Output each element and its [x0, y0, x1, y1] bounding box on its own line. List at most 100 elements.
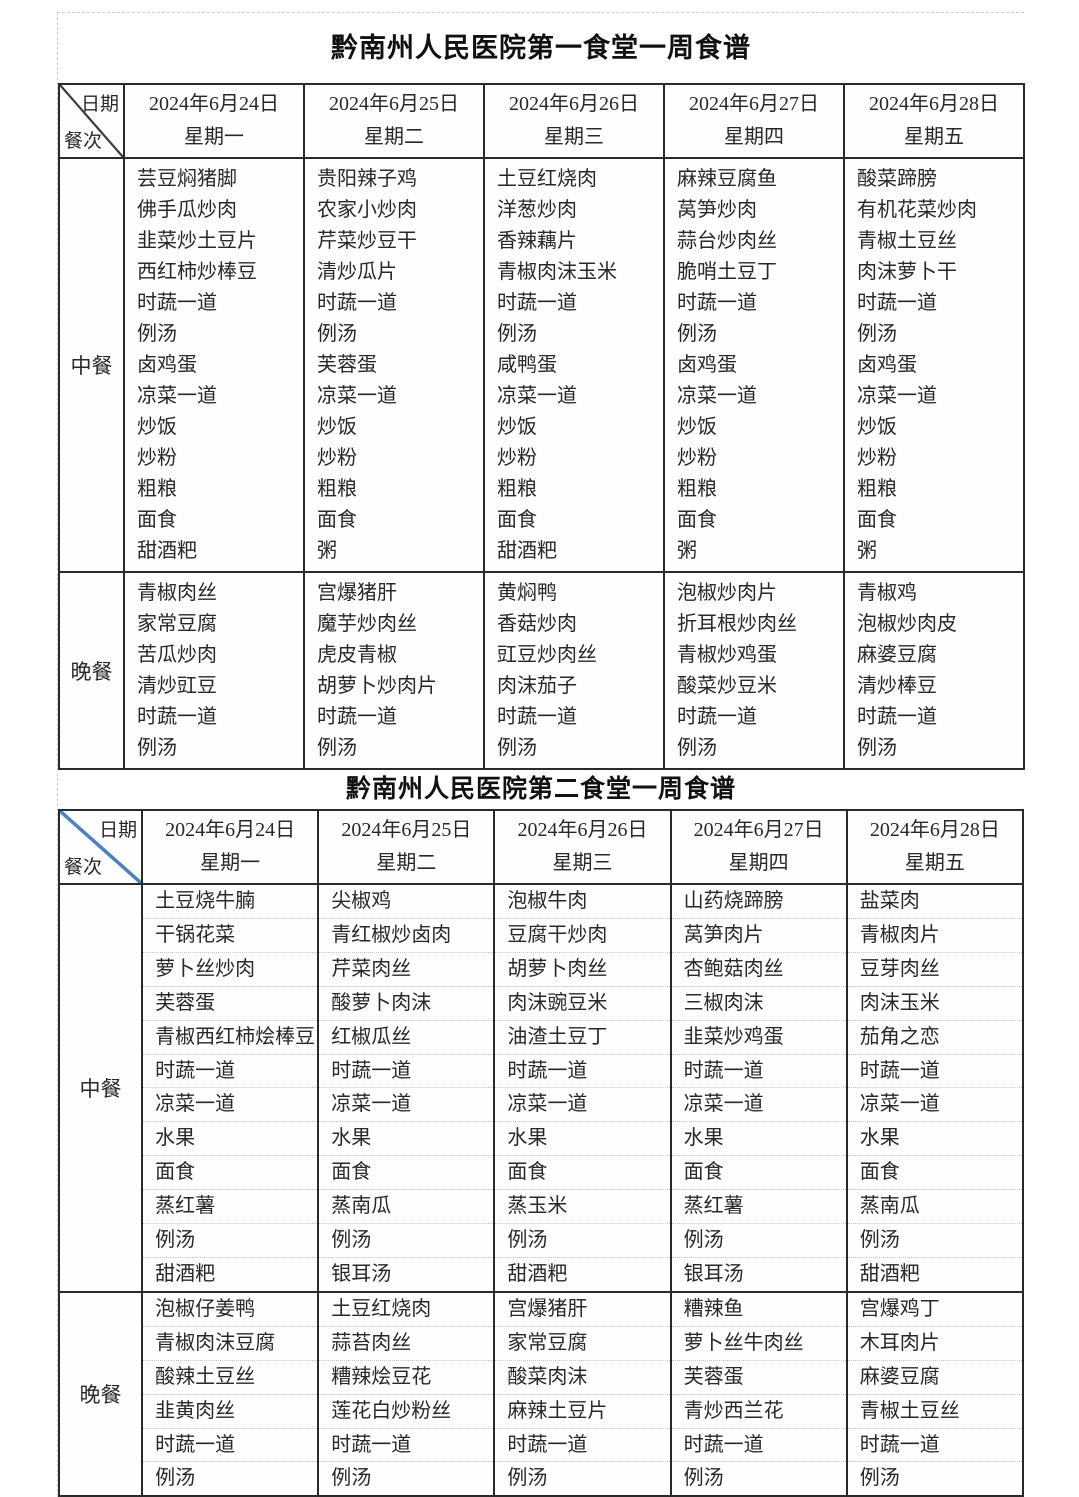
dish-item: 时蔬一道 [857, 706, 937, 728]
dish-item: 时蔬一道 [671, 1429, 846, 1463]
menu-cell: 宫爆鸡丁 木耳肉片 麻婆豆腐 青椒土豆丝 时蔬一道 例汤 [845, 1290, 1025, 1497]
weekday-text: 星期四 [724, 126, 784, 148]
canteen-2-title: 黔南州人民医院第二食堂一周食谱 [345, 776, 736, 803]
dish-item: 炒粉 [137, 447, 177, 469]
dish-item: 面食 [317, 509, 357, 531]
meal-row: 中餐 芸豆焖猪脚 佛手瓜炒肉 韭菜炒土豆片 西红柿炒棒豆 时蔬一道 例汤 卤鸡蛋 凉菜一道 炒饭炒… [58, 157, 1025, 573]
meal-label-cell: 中餐 [58, 157, 125, 573]
corner-cell: 日期 餐次 [58, 83, 125, 159]
dish-item: 芸豆焖猪脚 [137, 168, 237, 190]
date-header-cell: 2024年6月27日 星期四 [663, 83, 845, 159]
dish-item: 木耳肉片 [847, 1327, 1022, 1361]
dish-item: 时蔬一道 [497, 292, 577, 314]
dish-item: 三椒肉沫 [671, 987, 846, 1021]
header-row: 日期 餐次 2024年6月24日 星期一 2024年6月25日 星期二 2024年6月26日… [57, 809, 1025, 885]
dish-item: 尖椒鸡 [319, 885, 494, 919]
dish-item: 酸辣土豆丝 [143, 1361, 318, 1395]
dish-item: 宫爆猪肝 [317, 582, 397, 604]
dish-item: 例汤 [497, 737, 537, 759]
dish-item: 面食 [319, 1156, 494, 1191]
corner-meal-label: 餐次 [64, 857, 103, 878]
dish-item: 粥 [317, 540, 337, 562]
dish-item: 时蔬一道 [857, 292, 937, 314]
menu-cell: 宫爆猪肝 家常豆腐 酸菜肉沫 麻辣土豆片 时蔬一道 例汤 [493, 1290, 672, 1497]
meal-label-cell: 中餐 [57, 883, 144, 1293]
dish-item: 凉菜一道 [137, 385, 217, 407]
corner-meal-label: 餐次 [64, 131, 103, 152]
dish-item: 水果 [319, 1122, 494, 1157]
menu-cell: 泡椒牛肉 豆腐干炒肉 胡萝卜肉丝 肉沫豌豆米 油渣土豆丁 时蔬一道 凉菜一道 水果 面食 蒸玉米例… [493, 883, 672, 1293]
menu-cell: 泡椒仔姜鸭 青椒肉沫豆腐 酸辣土豆丝 韭黄肉丝 时蔬一道 例汤 [141, 1290, 320, 1497]
dish-item: 凉菜一道 [677, 385, 757, 407]
dish-item: 炒饭 [137, 416, 177, 438]
menu-cell: 山药烧蹄膀 莴笋肉片 杏鲍菇肉丝 三椒肉沫 韭菜炒鸡蛋 时蔬一道 凉菜一道 水果 面食 蒸红薯 例汤… [669, 883, 848, 1293]
dish-item: 贵阳辣子鸡 [317, 168, 417, 190]
dish-item: 土豆烧牛腩 [143, 885, 318, 919]
dish-item: 盐菜肉 [847, 885, 1022, 919]
canteen-1-title: 黔南州人民医院第一食堂一周食谱 [331, 33, 751, 63]
dish-item: 时蔬一道 [137, 706, 217, 728]
dish-item: 胡萝卜肉丝 [495, 953, 670, 987]
dish-item: 泡椒炒肉皮 [857, 613, 957, 635]
weekday-text: 星期四 [728, 852, 789, 874]
dish-item: 宫爆鸡丁 [847, 1293, 1022, 1327]
dish-item: 泡椒仔姜鸭 [143, 1293, 318, 1327]
dish-item: 粗粮 [317, 478, 357, 500]
date-text: 2024年6月24日 [149, 93, 279, 115]
dish-item: 肉沫玉米 [847, 987, 1022, 1021]
dish-item: 甜酒粑 [155, 1262, 216, 1285]
dish-item: 青椒肉片 [847, 919, 1022, 953]
date-text: 2024年6月26日 [509, 93, 639, 115]
menu-cell: 贵阳辣子鸡 农家小炒肉 芹菜炒豆干 清炒瓜片 时蔬一道 例汤 芙蓉蛋 凉菜一道 炒饭 炒粉 粗粮 面食… [303, 157, 485, 573]
dish-item: 有机花菜炒肉 [857, 199, 977, 221]
dish-item: 杏鲍菇肉丝 [671, 953, 846, 987]
dish-item: 水果 [143, 1122, 318, 1157]
dish-item: 蒜台炒肉丝 [677, 230, 777, 252]
menu-cell: 土豆红烧肉 洋葱炒肉 香辣藕片 青椒肉沫玉米 时蔬一道 例汤 咸鸭蛋 凉菜一道 炒饭 炒粉 粗粮 面食… [483, 157, 665, 573]
dish-item: 豆芽肉丝 [847, 953, 1022, 987]
dish-item: 粥 [857, 540, 877, 562]
dish-item: 例汤 [319, 1224, 494, 1258]
dish-item: 莴笋炒肉 [677, 199, 757, 221]
dish-item: 糟辣烩豆花 [319, 1361, 494, 1395]
dish-item: 例汤 [671, 1224, 846, 1258]
dish-item: 例汤 [331, 1467, 372, 1490]
dish-item: 银耳汤 [683, 1262, 744, 1285]
dish-item: 麻辣豆腐鱼 [677, 168, 777, 190]
dish-item: 蒸南瓜 [319, 1190, 494, 1225]
date-text: 2024年6月28日 [869, 93, 999, 115]
dish-item: 泡椒牛肉 [495, 885, 670, 919]
dish-item: 例汤 [677, 323, 717, 345]
dish-item: 粥 [677, 540, 697, 562]
dish-item: 萝卜丝炒肉 [143, 953, 318, 987]
dish-item: 例汤 [155, 1467, 196, 1490]
dish-item: 清炒豇豆 [137, 675, 217, 697]
date-header-cell: 2024年6月26日 星期三 [483, 83, 665, 159]
dish-item: 萝卜丝牛肉丝 [671, 1327, 846, 1361]
date-header-cell: 2024年6月24日 星期一 [123, 83, 305, 159]
date-header-cell: 2024年6月25日 星期二 [303, 83, 485, 159]
weekday-text: 星期五 [904, 126, 964, 148]
menu-cell: 黄焖鸭 香菇炒肉 豇豆炒肉丝 肉沫茄子 时蔬一道 例汤 [483, 571, 665, 770]
dish-item: 土豆红烧肉 [319, 1293, 494, 1327]
menu-cell: 土豆红烧肉 蒜苔肉丝 糟辣烩豆花 莲花白炒粉丝 时蔬一道 例汤 [317, 1290, 496, 1497]
dish-item: 青椒肉丝 [137, 582, 217, 604]
dish-item: 例汤 [143, 1224, 318, 1258]
dish-item: 青炒西兰花 [671, 1395, 846, 1429]
dish-item: 炒饭 [677, 416, 717, 438]
dish-item: 例汤 [507, 1467, 548, 1490]
menu-sheet: 黔南州人民医院第一食堂一周食谱 日期 餐次 2024年6月24日 星期一 2024年6月… [57, 12, 1025, 1497]
dish-item: 例汤 [857, 737, 897, 759]
dish-item: 麻婆豆腐 [857, 644, 937, 666]
dish-item: 豇豆炒肉丝 [497, 644, 597, 666]
dish-item: 芹菜炒豆干 [317, 230, 417, 252]
canteen-1-section: 黔南州人民医院第一食堂一周食谱 日期 餐次 2024年6月24日 星期一 2024年6月… [58, 13, 1025, 770]
dish-item: 面食 [847, 1156, 1022, 1191]
dish-item: 面食 [495, 1156, 670, 1191]
date-header-cell: 2024年6月26日 星期三 [493, 809, 672, 885]
dish-item: 油渣土豆丁 [495, 1021, 670, 1055]
dish-item: 炒饭 [857, 416, 897, 438]
meal-row: 中餐 土豆烧牛腩 干锅花菜 萝卜丝炒肉 芙蓉蛋 青椒西红柿烩棒豆 时蔬一道 凉菜一道 水果 面食蒸… [57, 883, 1025, 1293]
dish-item: 蒜苔肉丝 [319, 1327, 494, 1361]
dish-item: 卤鸡蛋 [137, 354, 197, 376]
